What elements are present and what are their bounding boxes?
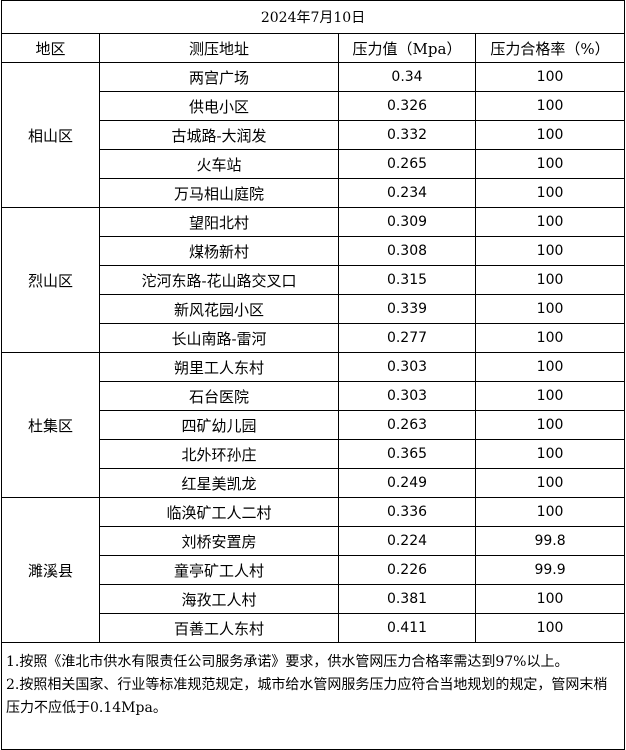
address-cell: 百善工人东村 — [99, 613, 339, 643]
table-title: 2024年7月10日 — [0, 0, 626, 34]
address-cell: 北外环孙庄 — [99, 439, 339, 469]
rate-cell: 99.9 — [474, 555, 626, 585]
address-cell: 四矿幼儿园 — [99, 410, 339, 440]
rate-cell: 99.8 — [474, 526, 626, 556]
rate-cell: 100 — [474, 410, 626, 440]
rate-cell: 100 — [474, 381, 626, 411]
pressure-cell: 0.365 — [338, 439, 476, 469]
data-row: 火车站 0.265 100 — [2, 149, 626, 179]
district-cell: 相山区 — [1, 62, 100, 208]
note: 2.按照相关国家、行业等标准规范规定，城市给水管网服务压力应符合当地规划的规定，… — [6, 677, 608, 716]
pressure-cell: 0.226 — [338, 555, 476, 585]
header-cell: 压力合格率（%） — [474, 33, 626, 63]
data-row: 相山区 两宫广场 0.34 100 — [1, 62, 626, 208]
rate-cell: 100 — [474, 236, 626, 266]
address-cell: 火车站 — [99, 149, 339, 179]
notes-row: 1.按照《淮北市供水有限责任公司服务承诺》要求，供水管网压力合格率需达到97%以… — [0, 642, 626, 750]
data-row: 新风花园小区 0.339 100 — [2, 294, 626, 324]
district-cell: 濉溪县 — [1, 497, 100, 643]
address-cell: 古城路-大润发 — [99, 120, 339, 150]
rate-cell: 100 — [474, 613, 626, 643]
pressure-cell: 0.332 — [338, 120, 476, 150]
pressure-cell: 0.303 — [338, 352, 476, 382]
data-row: 沱河东路-花山路交叉口 0.315 100 — [2, 265, 626, 295]
address-cell: 供电小区 — [99, 91, 339, 121]
rate-cell: 100 — [474, 62, 626, 92]
pressure-cell: 0.339 — [338, 294, 476, 324]
rate-cell: 100 — [474, 497, 626, 527]
data-row: 万马相山庭院 0.234 100 — [2, 178, 626, 208]
notes-cell: 1.按照《淮北市供水有限责任公司服务承诺》要求，供水管网压力合格率需达到97%以… — [0, 642, 626, 750]
data-row: 古城路-大润发 0.332 100 — [2, 120, 626, 150]
address-cell: 童亭矿工人村 — [99, 555, 339, 585]
header-cell: 压力值（Mpa） — [338, 33, 476, 63]
address-cell: 朔里工人东村 — [99, 352, 339, 382]
data-row: 长山南路-雷河 0.277 100 — [2, 323, 626, 353]
header-cell: 测压地址 — [99, 33, 339, 63]
data-row: 四矿幼儿园 0.263 100 — [2, 410, 626, 440]
data-row: 北外环孙庄 0.365 100 — [2, 439, 626, 469]
address-cell: 沱河东路-花山路交叉口 — [99, 265, 339, 295]
pressure-cell: 0.263 — [338, 410, 476, 440]
pressure-cell: 0.336 — [338, 497, 476, 527]
rate-cell: 100 — [474, 352, 626, 382]
rate-cell: 100 — [474, 91, 626, 121]
rate-cell: 100 — [474, 584, 626, 614]
rate-cell: 100 — [474, 468, 626, 498]
data-row: 煤杨新村 0.308 100 — [2, 236, 626, 266]
data-row: 海孜工人村 0.381 100 — [2, 584, 626, 614]
data-row: 百善工人东村 0.411 100 — [2, 613, 626, 643]
address-cell: 长山南路-雷河 — [99, 323, 339, 353]
rate-cell: 100 — [474, 207, 626, 237]
pressure-cell: 0.303 — [338, 381, 476, 411]
data-row: 烈山区 望阳北村 0.309 100 — [1, 207, 626, 353]
address-cell: 刘桥安置房 — [99, 526, 339, 556]
data-row: 供电小区 0.326 100 — [2, 91, 626, 121]
pressure-cell: 0.234 — [338, 178, 476, 208]
title-row: 2024年7月10日 — [0, 0, 626, 34]
rate-cell: 100 — [474, 120, 626, 150]
pressure-cell: 0.308 — [338, 236, 476, 266]
pressure-cell: 0.381 — [338, 584, 476, 614]
address-cell: 新风花园小区 — [99, 294, 339, 324]
header-cell: 地区 — [1, 33, 100, 63]
pressure-cell: 0.411 — [338, 613, 476, 643]
district-cell: 烈山区 — [1, 207, 100, 353]
pressure-cell: 0.34 — [338, 62, 476, 92]
rate-cell: 100 — [474, 265, 626, 295]
pressure-cell: 0.224 — [338, 526, 476, 556]
rate-cell: 100 — [474, 294, 626, 324]
data-row: 石台医院 0.303 100 — [2, 381, 626, 411]
header-row: 地区 测压地址 压力值（Mpa） 压力合格率（%） — [1, 33, 626, 63]
address-cell: 望阳北村 — [99, 207, 339, 237]
rate-cell: 100 — [474, 178, 626, 208]
pressure-cell: 0.315 — [338, 265, 476, 295]
address-cell: 煤杨新村 — [99, 236, 339, 266]
address-cell: 临涣矿工人二村 — [99, 497, 339, 527]
address-cell: 红星美凯龙 — [99, 468, 339, 498]
address-cell: 两宫广场 — [99, 62, 339, 92]
pressure-cell: 0.309 — [338, 207, 476, 237]
address-cell: 万马相山庭院 — [99, 178, 339, 208]
district-cell: 杜集区 — [1, 352, 100, 498]
data-row: 杜集区 朔里工人东村 0.303 100 — [1, 352, 626, 498]
address-cell: 海孜工人村 — [99, 584, 339, 614]
pressure-cell: 0.326 — [338, 91, 476, 121]
rate-cell: 100 — [474, 149, 626, 179]
address-cell: 石台医院 — [99, 381, 339, 411]
pressure-cell: 0.249 — [338, 468, 476, 498]
pressure-cell: 0.277 — [338, 323, 476, 353]
note: 1.按照《淮北市供水有限责任公司服务承诺》要求，供水管网压力合格率需达到97%以… — [6, 654, 569, 670]
rate-cell: 100 — [474, 323, 626, 353]
data-row: 濉溪县 临涣矿工人二村 0.336 100 — [1, 497, 626, 643]
rate-cell: 100 — [474, 439, 626, 469]
pressure-cell: 0.265 — [338, 149, 476, 179]
